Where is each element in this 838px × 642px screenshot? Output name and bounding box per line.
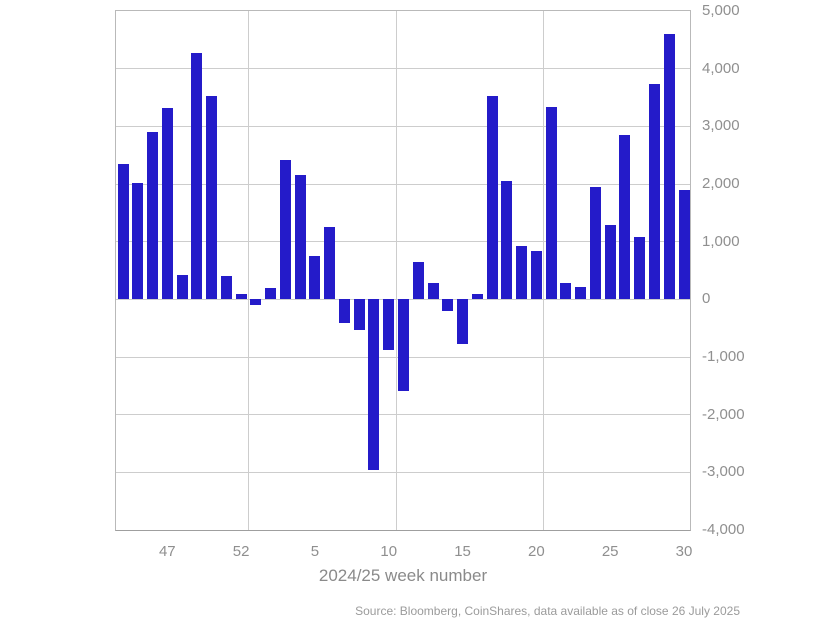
bar-week-19 bbox=[516, 245, 528, 300]
vertical-gridline bbox=[247, 11, 249, 530]
bar-week-44 bbox=[117, 163, 129, 300]
x-tick-label: 15 bbox=[454, 543, 471, 560]
bar-week-15 bbox=[457, 299, 469, 345]
bar-week-21 bbox=[545, 106, 557, 300]
bar-week-3 bbox=[279, 159, 291, 300]
horizontal-gridline bbox=[116, 68, 690, 70]
bar-week-12 bbox=[412, 262, 424, 300]
source-note: Source: Bloomberg, CoinShares, data avai… bbox=[355, 604, 740, 618]
x-tick-label: 25 bbox=[601, 543, 619, 560]
y-tick-label: 2,000 bbox=[702, 175, 740, 192]
y-tick-label: 4,000 bbox=[702, 59, 740, 77]
x-axis-title: 2024/25 week number bbox=[318, 566, 488, 585]
bar-week-16 bbox=[471, 293, 483, 300]
bar-week-7 bbox=[338, 299, 350, 323]
plot-area bbox=[115, 10, 691, 531]
x-tick-label: 47 bbox=[158, 543, 176, 560]
bar-week-14 bbox=[442, 299, 454, 311]
horizontal-gridline bbox=[116, 471, 690, 473]
bar-week-6 bbox=[324, 226, 336, 300]
vertical-gridline bbox=[543, 11, 545, 530]
bar-week-26 bbox=[619, 134, 631, 300]
x-tick-label: 10 bbox=[380, 543, 398, 560]
bar-week-51 bbox=[220, 276, 232, 300]
x-tick-label: 20 bbox=[528, 543, 545, 560]
bar-week-1 bbox=[250, 299, 262, 305]
bar-week-49 bbox=[191, 53, 203, 300]
x-tick-label: 52 bbox=[232, 543, 250, 560]
bar-week-29 bbox=[663, 34, 675, 300]
horizontal-gridline bbox=[116, 183, 690, 185]
bar-week-9 bbox=[368, 299, 380, 471]
y-tick-label: 0 bbox=[702, 290, 711, 308]
horizontal-gridline bbox=[116, 414, 690, 416]
y-tick-label: 5,000 bbox=[702, 2, 740, 19]
bar-week-10 bbox=[383, 299, 395, 351]
bar-week-18 bbox=[501, 180, 513, 300]
bar-week-11 bbox=[398, 299, 409, 392]
y-tick-label: -1,000 bbox=[702, 348, 745, 365]
bar-week-46 bbox=[147, 132, 159, 300]
bar-week-5 bbox=[309, 255, 321, 300]
bar-week-28 bbox=[648, 83, 660, 300]
vertical-gridline bbox=[395, 11, 397, 530]
bar-week-20 bbox=[530, 251, 542, 300]
bar-week-52 bbox=[235, 293, 247, 300]
bar-week-50 bbox=[206, 96, 218, 300]
bar-week-47 bbox=[161, 107, 173, 300]
bar-week-2 bbox=[265, 287, 277, 300]
horizontal-gridline bbox=[116, 125, 690, 127]
y-tick-label: -2,000 bbox=[702, 405, 745, 423]
y-tick-label: -3,000 bbox=[702, 463, 745, 481]
bar-week-45 bbox=[132, 182, 144, 300]
y-tick-label: -4,000 bbox=[702, 521, 745, 538]
bar-week-24 bbox=[589, 186, 601, 300]
bar-week-4 bbox=[294, 174, 306, 300]
bar-week-22 bbox=[560, 282, 572, 300]
y-tick-label: 1,000 bbox=[702, 232, 740, 250]
bar-week-13 bbox=[427, 282, 439, 300]
bar-week-23 bbox=[575, 287, 587, 300]
bar-week-17 bbox=[486, 96, 498, 300]
bar-week-30 bbox=[678, 189, 690, 300]
bar-week-48 bbox=[176, 275, 188, 300]
bar-week-27 bbox=[634, 237, 646, 300]
horizontal-gridline bbox=[116, 241, 690, 243]
bar-week-8 bbox=[353, 299, 365, 330]
y-tick-label: 3,000 bbox=[702, 117, 740, 135]
x-tick-label: 30 bbox=[675, 543, 693, 560]
x-tick-label: 5 bbox=[310, 543, 320, 560]
bar-week-25 bbox=[604, 224, 616, 300]
